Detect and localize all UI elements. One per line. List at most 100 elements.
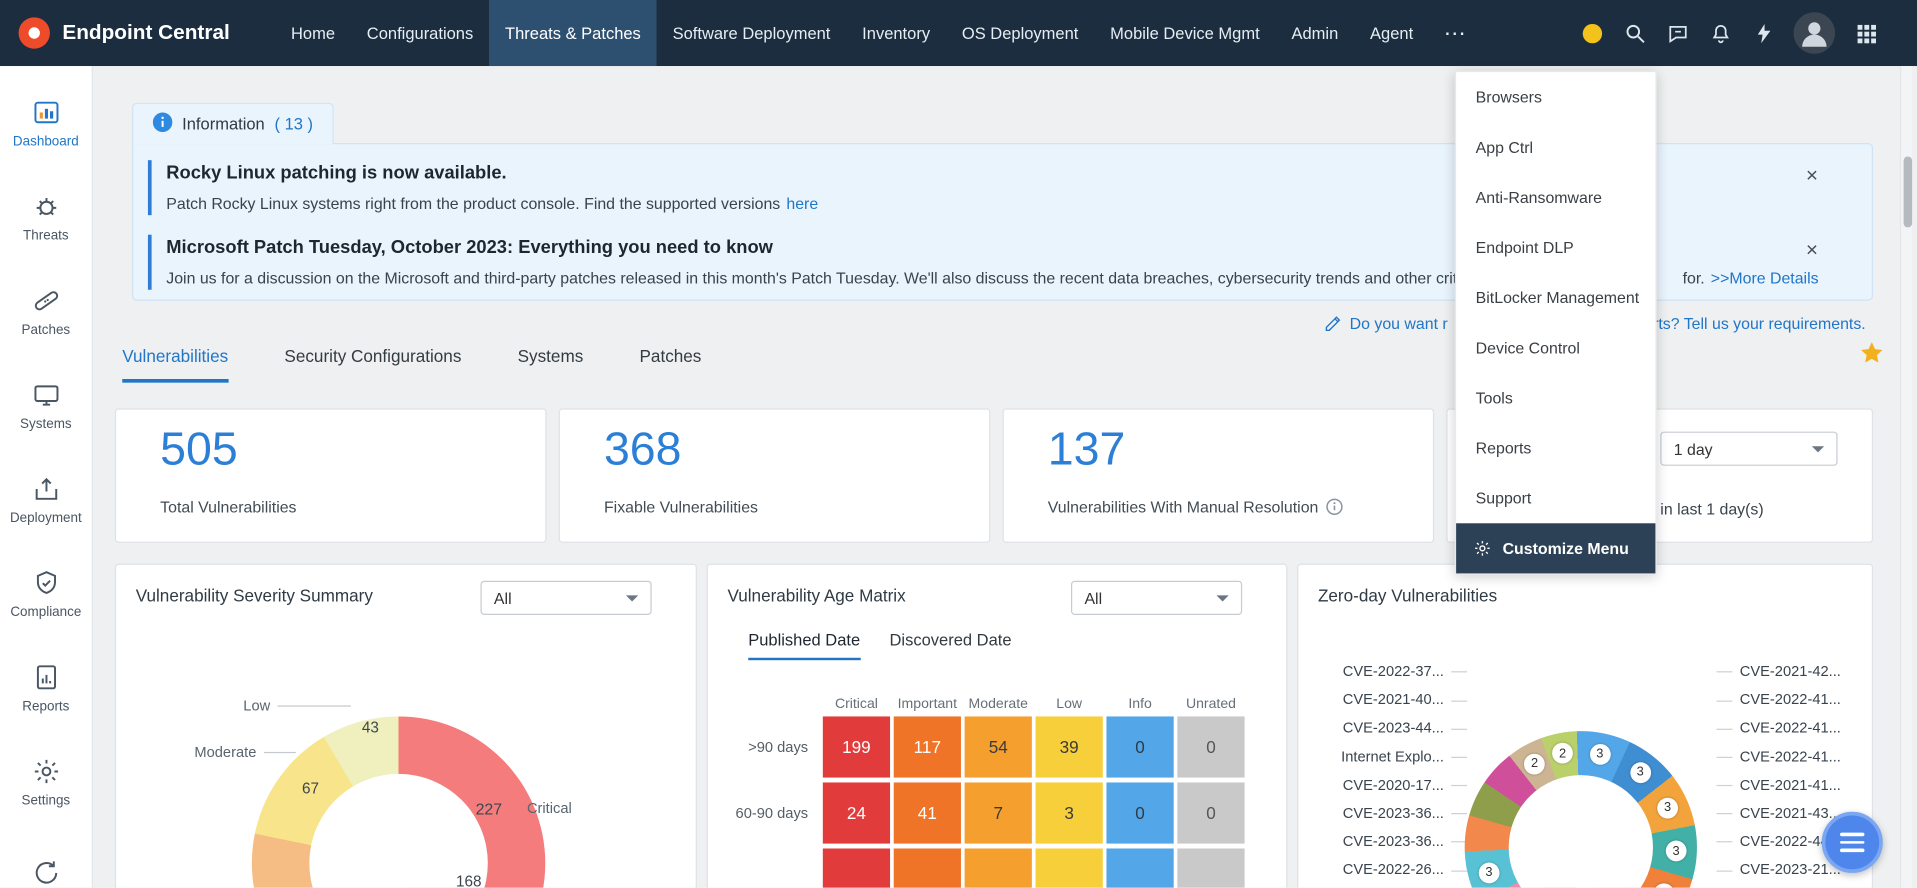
topnav-item-software-deployment[interactable]: Software Deployment bbox=[672, 23, 831, 43]
matrix-cell[interactable]: 0 bbox=[1177, 716, 1245, 778]
cve-label[interactable]: CVE-2021-43... bbox=[1717, 800, 1869, 828]
sidebar-item-threats[interactable]: Threats bbox=[0, 170, 92, 264]
matrix-cell[interactable] bbox=[1035, 848, 1103, 888]
cve-label[interactable]: CVE-2021-41... bbox=[1717, 771, 1869, 799]
close-icon[interactable]: × bbox=[1805, 238, 1819, 262]
scrollbar-thumb[interactable] bbox=[1902, 156, 1912, 228]
notifications-bell-icon[interactable] bbox=[1708, 21, 1732, 45]
matrix-cell[interactable] bbox=[1106, 848, 1174, 888]
age-matrix-filter-select[interactable]: All bbox=[1070, 580, 1243, 615]
topnav-item-admin[interactable]: Admin bbox=[1291, 23, 1339, 43]
cve-label[interactable]: CVE-2022-26... bbox=[1308, 856, 1467, 884]
rewards-coin-icon[interactable] bbox=[1580, 21, 1604, 45]
matrix-cell[interactable]: 54 bbox=[964, 716, 1032, 778]
topnav-item-agent[interactable]: Agent bbox=[1370, 23, 1414, 43]
matrix-cell[interactable] bbox=[1177, 848, 1245, 888]
topnav-item-home[interactable]: Home bbox=[290, 23, 336, 43]
matrix-cell[interactable]: 24 bbox=[822, 782, 891, 844]
user-avatar[interactable] bbox=[1793, 12, 1836, 54]
period-select[interactable]: 1 day bbox=[1660, 431, 1838, 466]
cve-label[interactable]: CVE-2023-44... bbox=[1308, 714, 1467, 742]
cve-label[interactable]: CVE-2022-41... bbox=[1717, 714, 1869, 742]
matrix-cell[interactable] bbox=[893, 848, 961, 888]
tab-published-date[interactable]: Published Date bbox=[748, 631, 861, 661]
topnav-item-os-deployment[interactable]: OS Deployment bbox=[961, 23, 1079, 43]
matrix-cell[interactable]: 41 bbox=[893, 782, 961, 844]
tab-security-configurations[interactable]: Security Configurations bbox=[284, 345, 462, 366]
tab-discovered-date[interactable]: Discovered Date bbox=[889, 630, 1012, 650]
matrix-cell[interactable]: 0 bbox=[1177, 782, 1245, 844]
sidebar-item-patches[interactable]: Patches bbox=[0, 264, 92, 358]
sidebar-item-settings[interactable]: Settings bbox=[0, 735, 92, 829]
cve-label[interactable]: CVE-2021-42... bbox=[1717, 658, 1869, 686]
cve-label[interactable]: Internet Explo... bbox=[1308, 743, 1467, 771]
menu-item-device-control[interactable]: Device Control bbox=[1475, 338, 1580, 357]
announcement-link[interactable]: here bbox=[786, 194, 819, 213]
sidebar-item-dashboard[interactable]: Dashboard bbox=[0, 76, 92, 170]
cve-label[interactable]: CVE-2022-41... bbox=[1717, 743, 1869, 771]
menu-item-tools[interactable]: Tools bbox=[1475, 388, 1513, 408]
feedback-icon[interactable] bbox=[1665, 21, 1689, 45]
matrix-cell[interactable]: 0 bbox=[1106, 716, 1174, 778]
apps-grid-icon[interactable] bbox=[1853, 21, 1877, 45]
cve-label[interactable]: CVE-2022-44... bbox=[1717, 828, 1869, 856]
matrix-cell[interactable]: 7 bbox=[964, 782, 1032, 844]
tab-systems[interactable]: Systems bbox=[517, 345, 584, 366]
matrix-cell[interactable] bbox=[822, 848, 891, 888]
sidebar-item-systems[interactable]: Systems bbox=[0, 358, 92, 452]
stat-card-total-vulnerabilities: 505 Total Vulnerabilities bbox=[114, 408, 547, 543]
stat-value[interactable]: 137 bbox=[1047, 424, 1126, 476]
announcement-link[interactable]: >>More Details bbox=[1710, 268, 1819, 288]
cve-label[interactable]: CVE-2023-36... bbox=[1308, 828, 1467, 856]
topnav-item-mobile-device-mgmt[interactable]: Mobile Device Mgmt bbox=[1110, 23, 1260, 43]
search-icon[interactable] bbox=[1622, 21, 1646, 45]
topnav-item-inventory[interactable]: Inventory bbox=[862, 23, 931, 43]
sidebar-item-update[interactable] bbox=[0, 829, 92, 888]
stat-value[interactable]: 368 bbox=[603, 424, 682, 476]
matrix-cell[interactable]: 39 bbox=[1035, 716, 1103, 778]
cve-label[interactable]: CVE-2023-21... bbox=[1717, 856, 1869, 884]
cve-label[interactable]: CVE-2021-40... bbox=[1308, 686, 1467, 714]
menu-item-anti-ransomware[interactable]: Anti-Ransomware bbox=[1475, 188, 1603, 207]
close-icon[interactable]: × bbox=[1805, 163, 1819, 188]
menu-item-reports[interactable]: Reports bbox=[1475, 438, 1532, 458]
matrix-cell[interactable]: 3 bbox=[1035, 782, 1103, 844]
cve-label[interactable]: CVE-2022-37... bbox=[1308, 658, 1467, 686]
menu-item-app-ctrl[interactable]: App Ctrl bbox=[1475, 138, 1534, 157]
topnav-item-more[interactable]: ⋯ bbox=[1443, 20, 1467, 45]
cve-label[interactable]: CVE-2023-36... bbox=[1308, 800, 1467, 828]
menu-item-endpoint-dlp[interactable]: Endpoint DLP bbox=[1475, 238, 1574, 257]
matrix-cell[interactable]: 199 bbox=[822, 716, 891, 778]
chat-widget-button[interactable] bbox=[1821, 811, 1883, 873]
segment-value: 43 bbox=[361, 718, 379, 737]
segment-name: Low bbox=[243, 696, 271, 714]
tab-patches[interactable]: Patches bbox=[639, 345, 702, 366]
announcement-title: Rocky Linux patching is now available. bbox=[166, 162, 507, 184]
announcement-body: Join us for a discussion on the Microsof… bbox=[166, 269, 1835, 287]
menu-item-browsers[interactable]: Browsers bbox=[1475, 88, 1542, 107]
tab-vulnerabilities[interactable]: Vulnerabilities bbox=[122, 346, 229, 383]
callout-line bbox=[263, 751, 296, 753]
sidebar-item-compliance[interactable]: Compliance bbox=[0, 547, 92, 641]
customize-menu-button[interactable]: Customize Menu bbox=[1456, 523, 1656, 574]
vertical-scrollbar[interactable] bbox=[1899, 66, 1913, 888]
sidebar-item-deployment[interactable]: Deployment bbox=[0, 452, 92, 546]
favorite-star-icon[interactable] bbox=[1858, 340, 1885, 367]
requirements-link[interactable]: Do you want r rts? Tell us your requirem… bbox=[1324, 314, 1866, 333]
cve-label[interactable]: CVE-2022-41... bbox=[1717, 686, 1869, 714]
sidebar-item-reports[interactable]: Reports bbox=[0, 641, 92, 735]
matrix-cell[interactable] bbox=[964, 848, 1032, 888]
menu-item-support[interactable]: Support bbox=[1475, 489, 1532, 508]
severity-filter-select[interactable]: All bbox=[480, 580, 652, 615]
matrix-cell[interactable]: 0 bbox=[1106, 782, 1174, 844]
topnav-item-configurations[interactable]: Configurations bbox=[366, 23, 474, 43]
information-tab[interactable]: Information ( 13 ) bbox=[132, 102, 334, 145]
menu-item-bitlocker-management[interactable]: BitLocker Management bbox=[1475, 288, 1640, 307]
cve-label[interactable]: CVE-2020-17... bbox=[1308, 771, 1467, 799]
quick-actions-lightning-icon[interactable] bbox=[1751, 21, 1775, 45]
info-icon[interactable] bbox=[1326, 498, 1344, 516]
stat-value[interactable]: 505 bbox=[160, 424, 238, 476]
donut-segment-count: 2 bbox=[1524, 753, 1545, 775]
matrix-cell[interactable]: 117 bbox=[893, 716, 961, 778]
topnav-item-threats-patches[interactable]: Threats & Patches bbox=[489, 0, 657, 67]
